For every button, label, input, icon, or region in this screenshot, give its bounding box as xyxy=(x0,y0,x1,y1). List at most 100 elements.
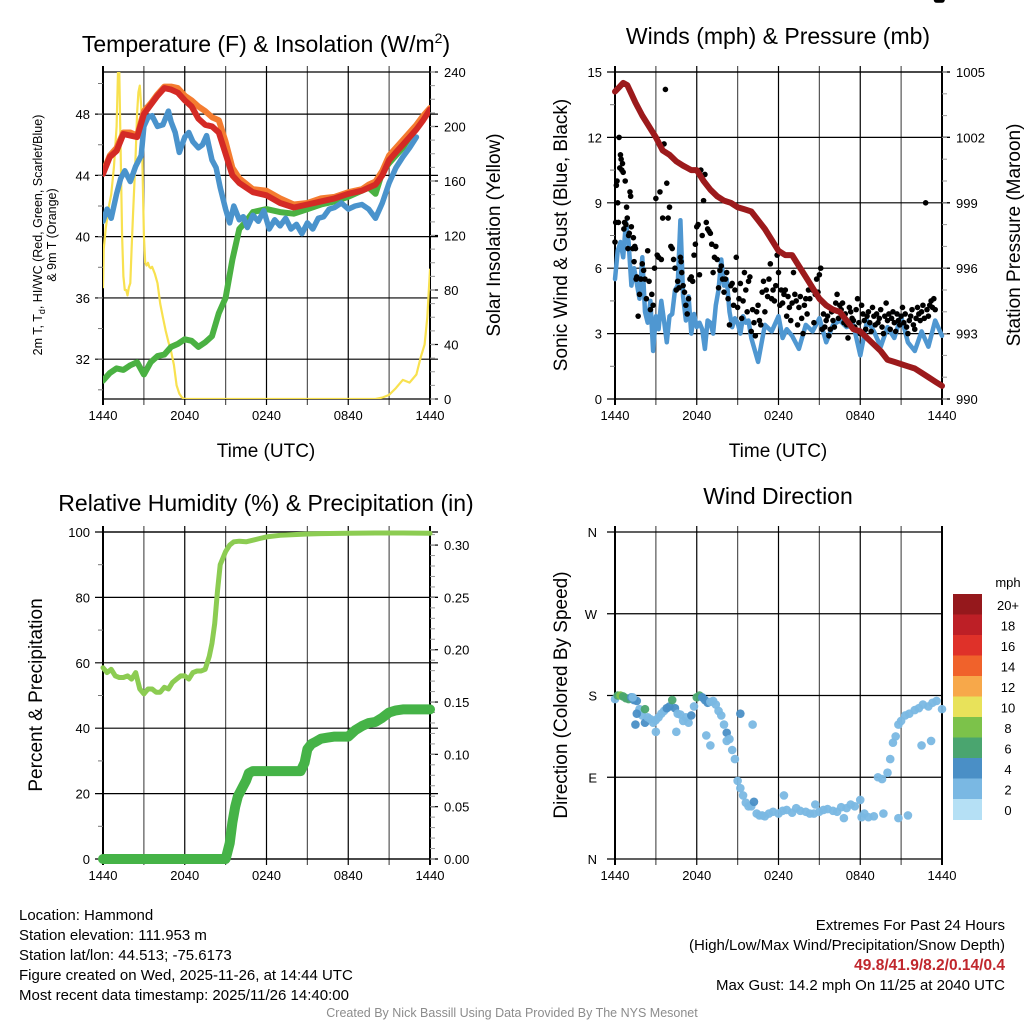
temp-2m-line xyxy=(103,85,430,211)
gust-point xyxy=(617,152,624,158)
gust-point xyxy=(868,328,874,335)
direction-point xyxy=(903,811,913,820)
gust-point xyxy=(845,335,851,341)
y-tick-label: 60 xyxy=(76,656,90,671)
y2-tick-label: 996 xyxy=(956,261,978,276)
gust-point xyxy=(678,269,685,276)
temperature-panel: Temperature (F) & Insolation (W/m2) 2m T… xyxy=(31,30,505,462)
gust-point xyxy=(726,322,733,328)
direction-point xyxy=(932,696,941,706)
direction-point xyxy=(879,809,888,818)
gust-point xyxy=(646,278,652,285)
gust-point xyxy=(797,293,804,300)
direction-point xyxy=(937,704,947,714)
gust-point xyxy=(732,287,738,293)
direction-point xyxy=(631,720,640,729)
y-tick-label: 100 xyxy=(68,525,90,540)
gust-point xyxy=(710,269,716,276)
gust-point xyxy=(899,304,906,311)
gust-point xyxy=(627,189,633,195)
gust-point xyxy=(931,295,937,302)
gust-point xyxy=(729,280,735,287)
direction-point xyxy=(628,693,638,702)
colorbar-swatch xyxy=(953,799,982,820)
gust-point xyxy=(804,311,810,317)
gust-point xyxy=(813,276,820,282)
gust-point xyxy=(670,256,677,263)
direction-tick-label: E xyxy=(588,770,597,785)
y2-tick-label: 0.00 xyxy=(444,852,469,867)
gust-point xyxy=(787,317,794,324)
gust-point xyxy=(763,287,770,293)
gust-point xyxy=(718,263,725,269)
x-tick-label: 2040 xyxy=(170,868,199,883)
direction-point xyxy=(857,812,866,822)
gust-point xyxy=(802,295,809,302)
gust-point xyxy=(883,300,889,306)
gust-point xyxy=(807,295,813,302)
extremes-info: Extremes For Past 24 Hours (High/Low/Max… xyxy=(689,916,1005,996)
y2-tick-label: 120 xyxy=(444,229,466,244)
gust-point xyxy=(911,326,918,333)
gust-point xyxy=(914,304,921,311)
gust-point xyxy=(723,269,730,276)
x-tick-label: 0240 xyxy=(764,868,793,883)
gust-point xyxy=(846,304,853,311)
colorbar-swatch xyxy=(953,696,982,718)
humidity-title: Relative Humidity (%) & Precipitation (i… xyxy=(58,490,473,516)
gust-point xyxy=(847,309,854,315)
y-tick-label: 44 xyxy=(76,168,90,183)
gust-point xyxy=(786,304,793,311)
y2-tick-label: 0.05 xyxy=(444,800,469,815)
winds-xlabel: Time (UTC) xyxy=(729,441,828,462)
direction-point xyxy=(885,754,895,764)
gust-point xyxy=(756,317,763,324)
y2-tick-label: 200 xyxy=(444,120,466,135)
gust-point xyxy=(879,324,885,330)
gust-point xyxy=(715,285,722,291)
extremes-subheading: (High/Low/Max Wind/Precipitation/Snow De… xyxy=(689,937,1005,954)
gust-point xyxy=(665,215,671,221)
gust-point xyxy=(627,193,634,200)
gust-point xyxy=(902,311,909,317)
direction-point xyxy=(850,802,860,811)
y2-tick-label: 160 xyxy=(444,174,466,189)
gust-point xyxy=(703,219,710,226)
gust-point xyxy=(700,197,707,204)
gust-point xyxy=(824,313,831,319)
direction-point xyxy=(667,695,677,705)
gust-point xyxy=(839,300,846,306)
gust-point xyxy=(775,269,782,276)
gust-point xyxy=(925,313,932,319)
gust-point xyxy=(866,319,873,326)
direction-point xyxy=(877,774,887,784)
gust-point xyxy=(666,204,673,210)
gust-point xyxy=(798,315,805,322)
gust-point xyxy=(737,280,744,287)
direction-point xyxy=(891,732,900,741)
x-tick-label: 2040 xyxy=(170,408,199,423)
direction-point xyxy=(733,776,742,786)
x-tick-label: 0840 xyxy=(334,868,363,883)
y2-tick-label: 0 xyxy=(444,392,451,407)
gust-point xyxy=(615,219,622,226)
direction-point xyxy=(810,800,820,809)
timestamp-text: Most recent data timestamp: 2025/11/26 1… xyxy=(19,987,349,1004)
x-tick-label: 0240 xyxy=(252,868,281,883)
direction-point xyxy=(736,783,745,793)
gust-point xyxy=(796,304,802,311)
gust-point xyxy=(621,226,627,232)
x-tick-label: 1440 xyxy=(416,868,445,883)
y2-tick-label: 240 xyxy=(444,65,466,80)
gust-point xyxy=(619,160,626,167)
gust-point xyxy=(740,298,746,304)
gust-point xyxy=(630,234,637,241)
gust-point xyxy=(643,295,650,302)
gust-point xyxy=(683,302,689,309)
x-tick-label: 1440 xyxy=(601,868,630,883)
gust-point xyxy=(826,332,832,339)
gust-point xyxy=(895,317,902,324)
gust-point xyxy=(865,309,872,315)
gust-point xyxy=(772,282,779,289)
gust-point xyxy=(612,239,618,245)
